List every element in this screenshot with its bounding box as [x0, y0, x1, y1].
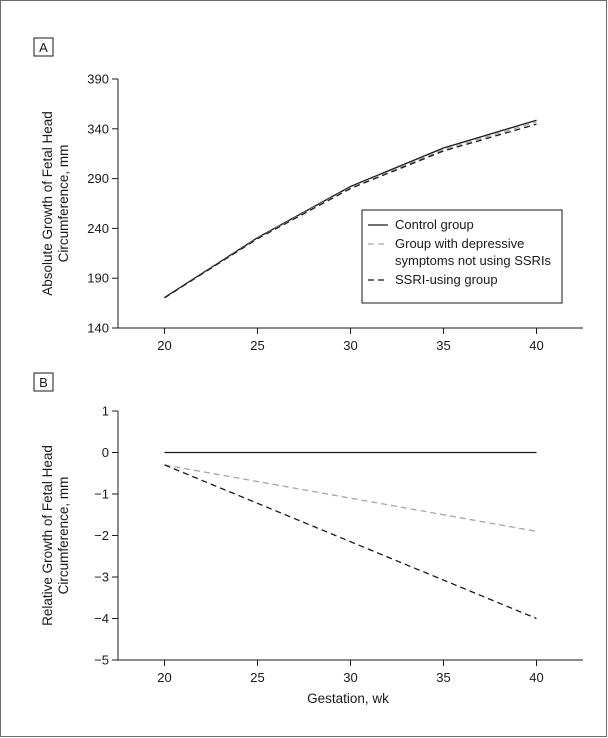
panel-a-y-axis-title: Absolute Growth of Fetal Head Circumferen…	[40, 111, 71, 296]
x-tick-label: 25	[250, 670, 264, 685]
panel-a-label-box	[33, 37, 54, 57]
x-tick-label: 25	[250, 338, 264, 353]
legend-entry-2: symptoms not using SSRIs	[395, 253, 552, 268]
y-tick-label: 0	[102, 445, 109, 460]
y-axis-title-line: Relative Growth of Fetal Head	[40, 445, 55, 626]
x-tick-label: 20	[157, 338, 171, 353]
y-tick-label: 390	[87, 72, 109, 87]
panel-b-label: B	[39, 375, 48, 390]
panel-a-legend: Control group Group with depressive sympto…	[361, 209, 563, 304]
y-axis-title-line: Absolute Growth of Fetal Head	[40, 111, 55, 296]
y-tick-label: −2	[94, 528, 109, 543]
y-tick-label: 190	[87, 271, 109, 286]
x-tick-label: 40	[529, 670, 543, 685]
x-tick-label: 30	[343, 670, 357, 685]
y-axis-title-line: Circumference, mm	[56, 145, 71, 263]
y-tick-label: −5	[94, 653, 109, 668]
y-tick-label: 140	[87, 321, 109, 336]
panel-b-x-axis-title: Gestation, wk	[307, 691, 389, 706]
series-line-3	[164, 123, 537, 299]
y-tick-label: −3	[94, 570, 109, 585]
y-tick-label: 240	[87, 221, 109, 236]
panel-a-series	[164, 119, 537, 299]
panel-a-axes: 140 190 240 290 340 390 20 25 30 35 40	[87, 72, 583, 353]
panel-b-y-axis-title: Relative Growth of Fetal Head Circumferen…	[40, 445, 71, 626]
y-tick-label: −4	[94, 611, 109, 626]
y-tick-label: 340	[87, 121, 109, 136]
panel-a-label: A	[39, 40, 48, 55]
legend-entry-2: Group with depressive	[395, 236, 524, 251]
panel-b-series	[164, 451, 537, 620]
panel-a: A 140 190 240 290 340 390 20 25 30 35 40 Absolute …	[33, 37, 583, 353]
x-tick-label: 20	[157, 670, 171, 685]
y-tick-label: −1	[94, 487, 109, 502]
y-tick-label: 290	[87, 171, 109, 186]
y-axis-title-line: Circumference, mm	[56, 477, 71, 595]
legend-box	[361, 209, 563, 304]
panel-b-axes: −5 −4 −3 −2 −1 0 1 20 25 30 35 40	[94, 404, 583, 685]
panel-b-label-box	[33, 372, 54, 392]
x-tick-label: 30	[343, 338, 357, 353]
series-line-2	[164, 464, 537, 533]
y-tick-label: 1	[102, 404, 109, 419]
legend-entry-1: Control group	[395, 217, 474, 232]
x-tick-label: 35	[436, 670, 450, 685]
x-tick-label: 35	[436, 338, 450, 353]
legend-entry-3: SSRI-using group	[395, 272, 498, 287]
series-line-3	[164, 464, 537, 620]
panel-b: B −5 −4 −3 −2 −1 0 1 20 25 30 35 40 Relative Growth…	[33, 372, 583, 706]
x-tick-label: 40	[529, 338, 543, 353]
